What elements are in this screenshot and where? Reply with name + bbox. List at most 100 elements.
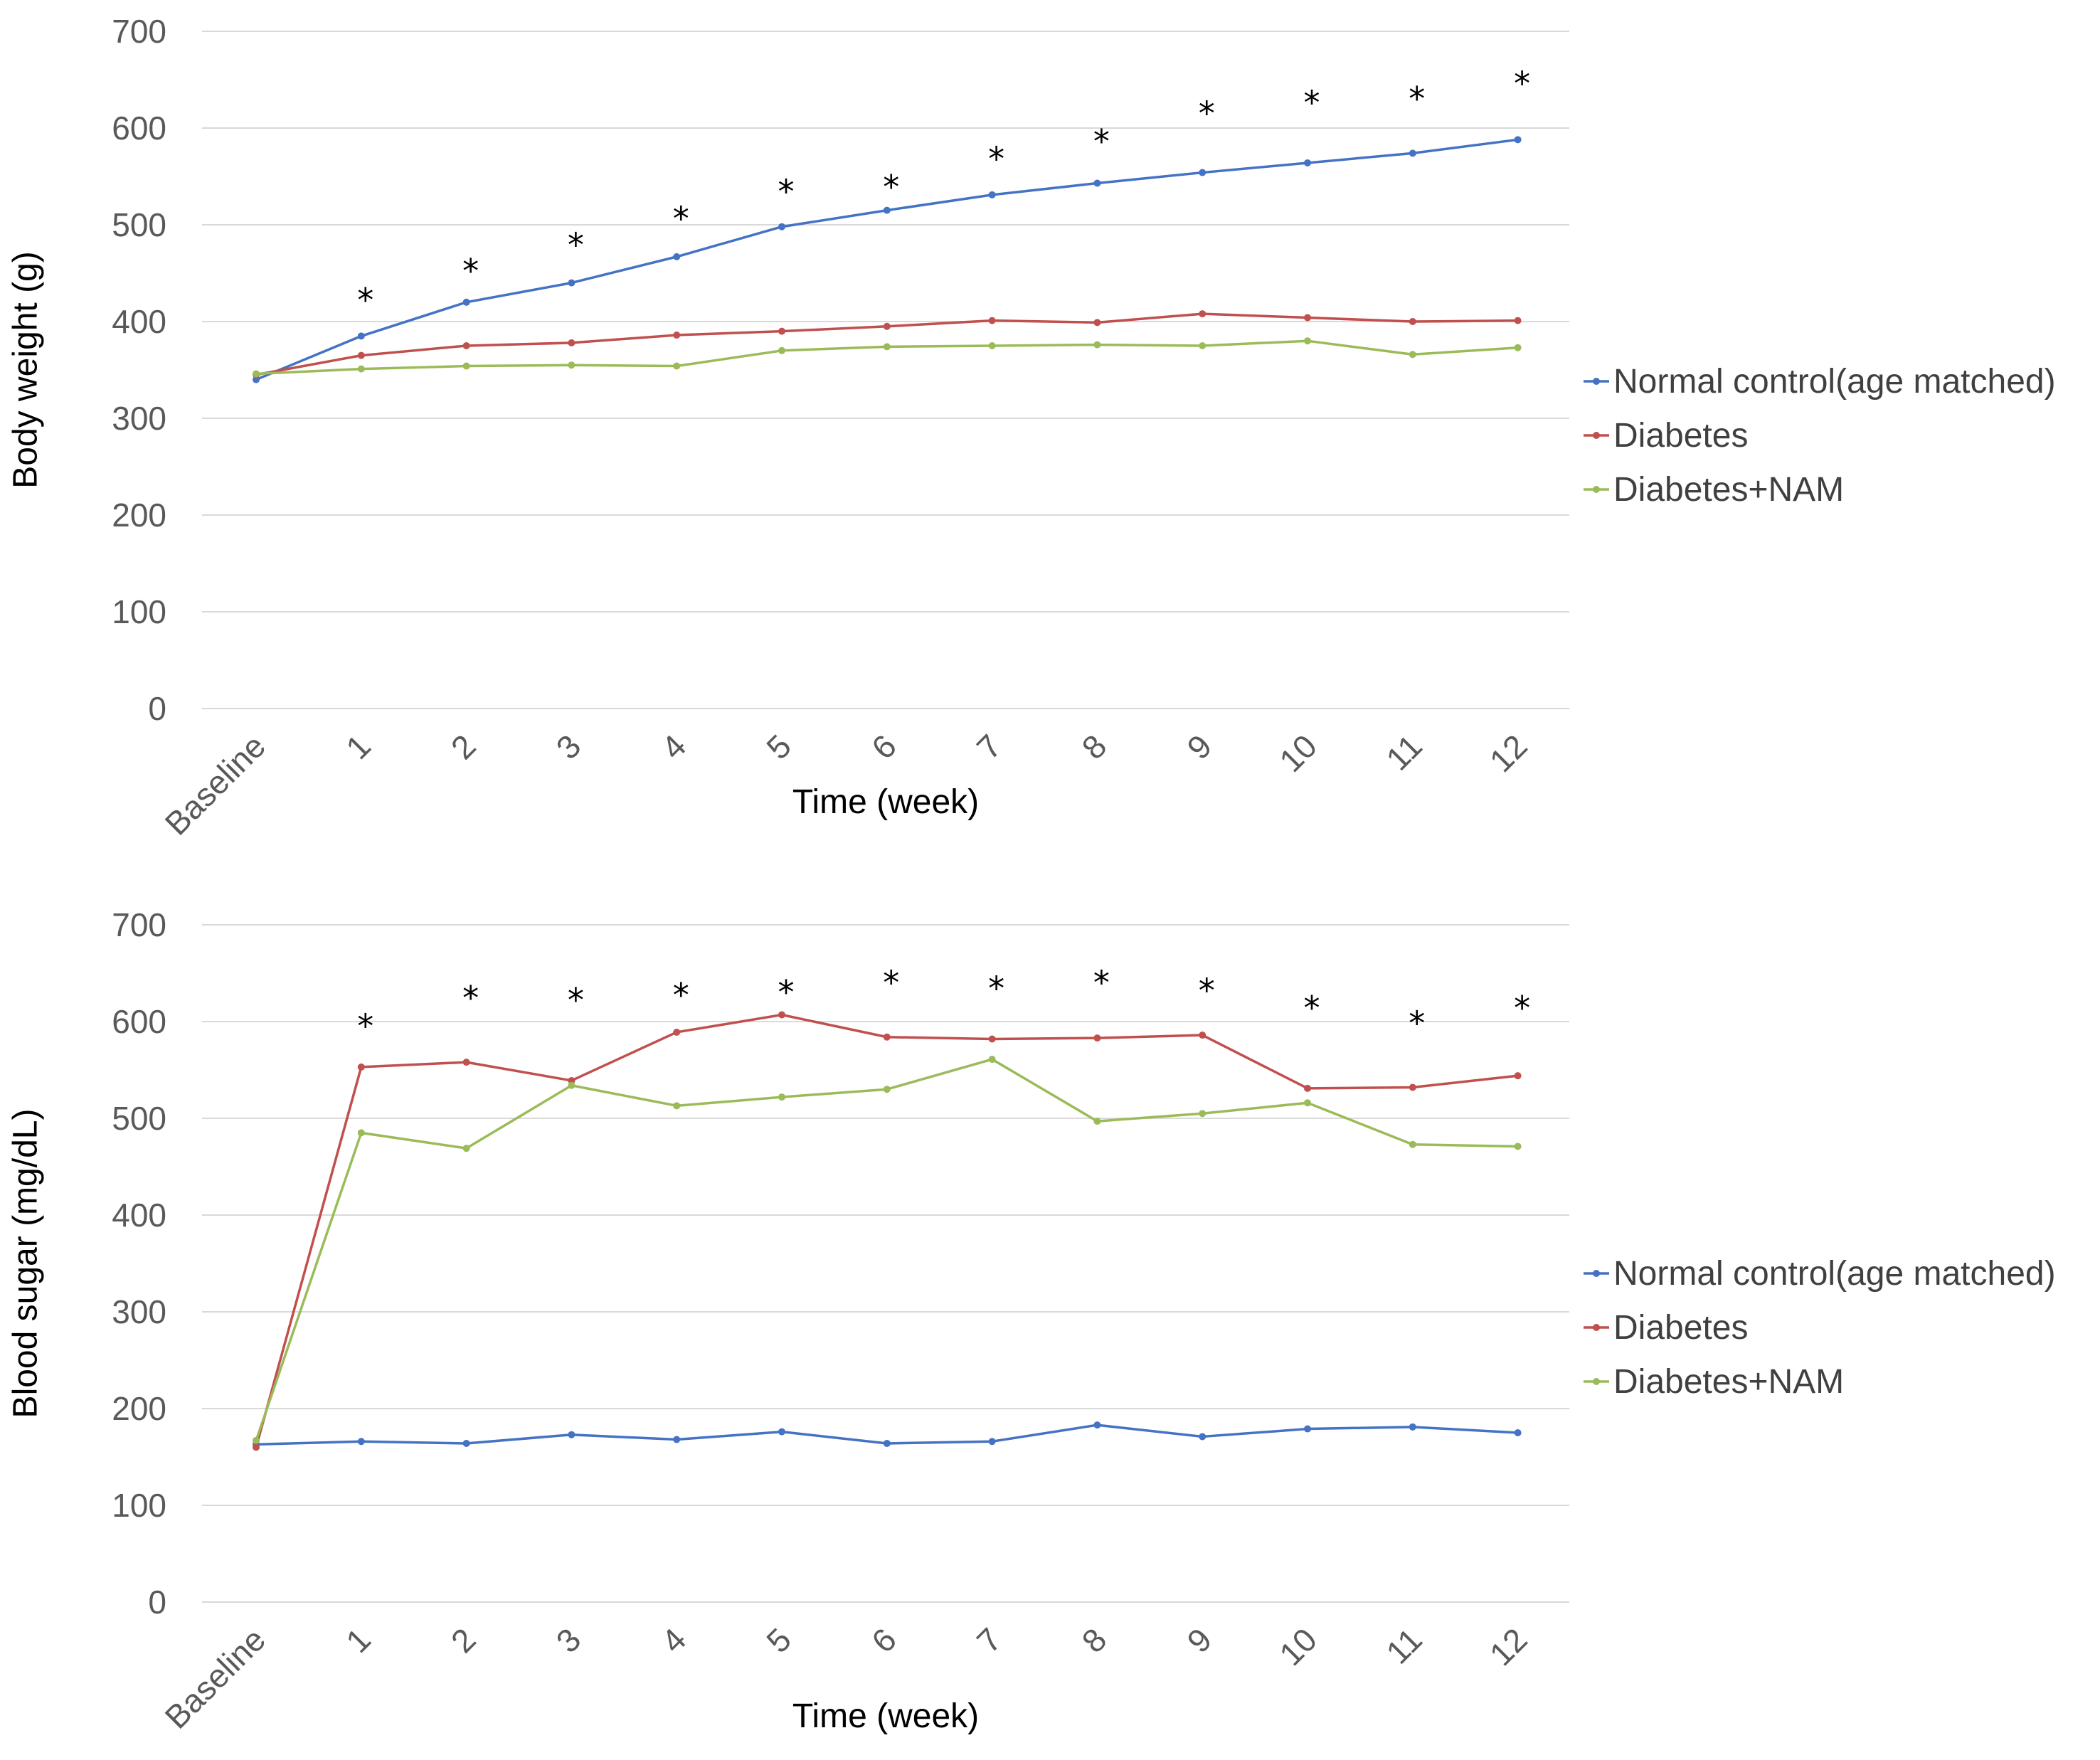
data-point [1199,342,1207,349]
data-point [988,191,996,198]
x-tick-label: 2 [444,727,483,766]
significance-asterisk: * [1093,963,1110,1002]
significance-asterisk: * [1514,64,1530,102]
y-tick-label: 700 [112,906,166,943]
data-point [883,343,891,351]
legend-marker [1593,432,1600,439]
significance-asterisk: * [1093,122,1110,161]
x-tick-label: 2 [444,1621,483,1660]
data-point [1093,319,1101,327]
x-tick-label: 11 [1379,727,1429,778]
data-point [1304,314,1311,322]
legend-marker [1593,1270,1600,1277]
x-tick-label: 3 [549,1621,588,1660]
significance-asterisk: * [883,168,899,206]
legend-marker [1593,486,1600,493]
data-point [988,317,996,324]
data-point [1304,1084,1311,1092]
x-tick-label: 9 [1179,727,1219,766]
data-point [357,332,365,340]
data-point [778,327,785,335]
y-tick-label: 100 [112,593,166,630]
data-point [1199,1032,1207,1039]
data-point [883,1439,891,1447]
data-point [883,322,891,330]
data-point [462,1059,470,1066]
data-point [1093,179,1101,187]
significance-asterisk: * [462,252,479,290]
data-point [568,1431,576,1438]
data-point [1093,1118,1101,1125]
y-tick-label: 600 [112,1003,166,1040]
x-tick-label: 5 [759,727,798,766]
data-point [1514,1143,1522,1150]
x-tick-label: 11 [1379,1621,1429,1671]
legend-entry: Normal control(age matched) [1613,1255,2056,1293]
x-tick-label: Baseline [158,727,273,842]
data-point [357,1063,365,1071]
x-axis-title: Time (week) [792,783,979,821]
y-tick-label: 300 [112,1293,166,1330]
legend: Normal control(age matched) Diabetes Diabe… [1584,1255,2056,1401]
legend-entry: Diabetes+NAM [1613,471,1844,509]
x-tick-label: 12 [1483,1621,1534,1672]
legend-entry: Diabetes [1613,417,1748,455]
data-point [1409,1083,1416,1091]
data-point [462,1439,470,1447]
significance-asterisk: * [883,963,899,1002]
legend-entry: Diabetes+NAM [1613,1363,1844,1401]
data-point [883,1086,891,1093]
y-tick-label: 200 [112,497,166,534]
significance-asterisk: * [988,139,1004,178]
data-point [568,279,576,287]
data-point [778,223,785,230]
data-point [778,346,785,354]
data-point [673,1028,681,1036]
significance-asterisk: * [1514,989,1530,1027]
x-tick-label: 8 [1075,727,1114,766]
legend: Normal control(age matched) Diabetes Diabe… [1584,363,2056,509]
significance-asterisk: * [673,200,689,238]
y-tick-label: 0 [148,690,166,727]
data-point [1304,159,1311,166]
x-tick-label: 7 [970,1621,1009,1660]
y-axis-title: Blood sugar (mg/dL) [7,1109,45,1419]
data-point [1093,1034,1101,1042]
data-point [883,206,891,214]
x-tick-label: 7 [970,727,1009,766]
y-tick-label: 700 [112,13,166,50]
data-point [357,351,365,359]
significance-asterisk: * [673,976,689,1014]
data-point [1514,1072,1522,1080]
data-point [1409,1423,1416,1431]
data-point [1304,1099,1311,1107]
data-point [1199,1433,1207,1441]
data-point [253,1443,260,1451]
y-tick-label: 200 [112,1390,166,1427]
y-tick-label: 300 [112,400,166,437]
data-point [1514,136,1522,144]
y-tick-label: 400 [112,303,166,340]
data-point [673,332,681,339]
data-point [883,1033,891,1041]
legend-marker [1593,1378,1600,1385]
x-tick-label: 6 [864,1621,903,1660]
y-tick-label: 400 [112,1197,166,1234]
x-tick-label: 4 [654,1621,693,1660]
data-point [462,362,470,370]
y-tick-label: 100 [112,1487,166,1524]
legend-entry: Normal control(age matched) [1613,363,2056,401]
series-line-2 [255,1013,1518,1448]
x-tick-label: 12 [1483,727,1534,779]
significance-asterisk: * [1409,1004,1425,1043]
data-point [1514,344,1522,351]
data-point [673,362,681,370]
x-tick-label: 10 [1272,1621,1324,1672]
data-point [1093,341,1101,349]
data-point [778,1093,785,1101]
data-point [1304,337,1311,345]
data-point [357,1438,365,1446]
data-point [462,298,470,306]
significance-asterisk: * [778,173,795,211]
significance-asterisk: * [357,1007,373,1046]
